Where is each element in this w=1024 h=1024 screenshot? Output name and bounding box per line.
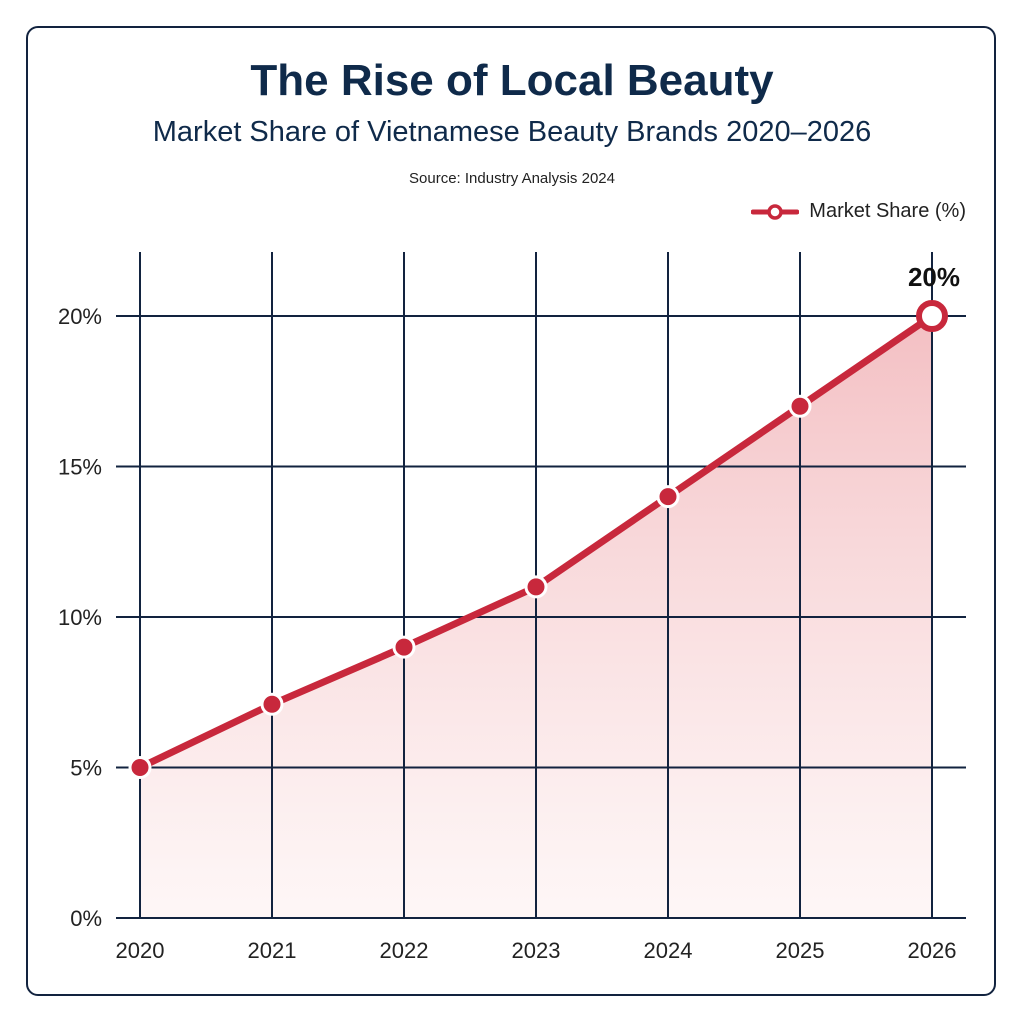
legend-marker-icon: [751, 203, 800, 220]
data-point: [260, 692, 284, 716]
y-tick-label: 0%: [70, 906, 102, 931]
x-tick-label: 2022: [380, 938, 429, 963]
x-tick-label: 2026: [908, 938, 957, 963]
x-tick-label: 2021: [248, 938, 297, 963]
chart-card: [26, 26, 996, 996]
x-tick-label: 2020: [116, 938, 165, 963]
y-tick-label: 20%: [58, 304, 102, 329]
data-point: [788, 394, 812, 418]
y-tick-label: 10%: [58, 605, 102, 630]
data-label: 20%: [908, 262, 960, 292]
data-point: [656, 485, 680, 509]
x-tick-label: 2025: [776, 938, 825, 963]
data-point: [524, 575, 548, 599]
data-point-highlight: [916, 300, 948, 332]
chart-subtitle: Market Share of Vietnamese Beauty Brands…: [152, 116, 872, 148]
chart-source: Source: Industry Analysis 2024: [409, 170, 615, 187]
legend: Market Share (%): [751, 200, 966, 223]
x-tick-label: 2024: [644, 938, 693, 963]
chart-title: The Rise of Local Beauty: [250, 56, 774, 105]
data-point: [392, 635, 416, 659]
legend-label: Market Share (%): [809, 200, 966, 222]
data-point: [128, 756, 152, 779]
y-tick-label: 15%: [58, 455, 102, 480]
x-tick-label: 2023: [512, 938, 561, 963]
y-tick-label: 5%: [70, 756, 102, 781]
